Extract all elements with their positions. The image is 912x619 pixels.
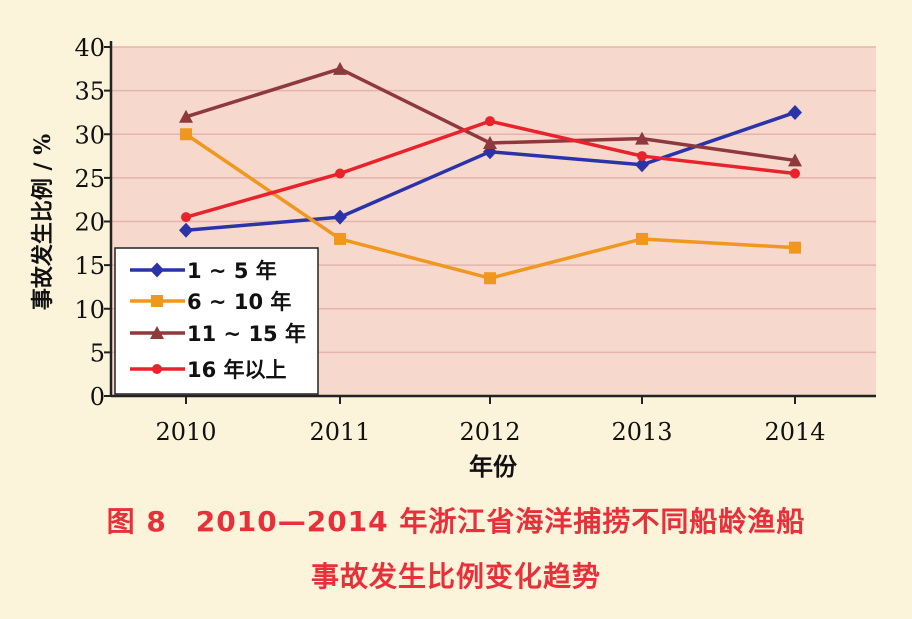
data-point xyxy=(179,109,193,123)
y-tick-label: 10 xyxy=(74,296,105,324)
data-point xyxy=(484,272,496,285)
y-tick-label: 40 xyxy=(74,34,105,62)
x-tick-label: 2010 xyxy=(155,418,216,446)
y-tick-label: 30 xyxy=(74,121,105,149)
data-point xyxy=(483,135,497,149)
axes xyxy=(104,41,876,404)
figure-caption-line-1: 图 8 2010—2014 年浙江省海洋捕捞不同船龄渔船 xyxy=(106,505,806,538)
figure-caption-line-2: 事故发生比例变化趋势 xyxy=(310,560,601,593)
y-axis-label: 事故发生比例 / % xyxy=(30,134,56,310)
data-point xyxy=(181,212,191,223)
legend-label: 6 ~ 10 年 xyxy=(187,290,291,314)
legend-label: 16 年以上 xyxy=(187,358,287,382)
data-point xyxy=(485,116,495,127)
y-tick-labels: 0 5 10 15 20 25 30 35 40 xyxy=(74,34,105,411)
legend: 1 ~ 5 年 6 ~ 10 年 11 ~ 15 年 16 年以上 xyxy=(114,247,319,395)
legend-swatch-marker xyxy=(152,364,162,374)
data-point xyxy=(637,151,647,162)
data-point xyxy=(635,131,649,145)
data-point xyxy=(333,61,347,75)
y-tick-label: 0 xyxy=(90,383,105,411)
data-point xyxy=(789,241,801,254)
legend-swatch-marker xyxy=(151,295,163,307)
y-tick-label: 25 xyxy=(74,165,105,193)
data-point xyxy=(333,209,347,225)
x-tick-labels: 2010 2011 2012 2013 2014 xyxy=(155,418,825,446)
x-tick-label: 2011 xyxy=(309,418,370,446)
data-point xyxy=(788,104,802,120)
legend-label: 1 ~ 5 年 xyxy=(187,259,277,283)
data-point xyxy=(180,128,192,141)
data-point xyxy=(179,222,193,238)
data-point xyxy=(636,232,648,245)
data-point xyxy=(334,232,346,245)
y-tick-label: 5 xyxy=(90,339,105,367)
y-tick-label: 20 xyxy=(74,209,105,237)
y-tick-label: 35 xyxy=(74,78,105,106)
legend-label: 11 ~ 15 年 xyxy=(187,322,306,346)
x-tick-label: 2013 xyxy=(611,418,672,446)
legend-swatch-marker xyxy=(150,262,164,278)
data-point xyxy=(788,153,802,167)
data-point xyxy=(790,168,800,179)
x-axis-label: 年份 xyxy=(469,452,518,481)
y-tick-label: 15 xyxy=(74,252,105,280)
series-markers xyxy=(179,61,802,285)
x-tick-label: 2014 xyxy=(764,418,825,446)
legend-swatch-marker xyxy=(150,326,164,339)
data-point xyxy=(635,157,649,173)
data-point xyxy=(335,168,345,179)
x-tick-label: 2012 xyxy=(459,418,520,446)
